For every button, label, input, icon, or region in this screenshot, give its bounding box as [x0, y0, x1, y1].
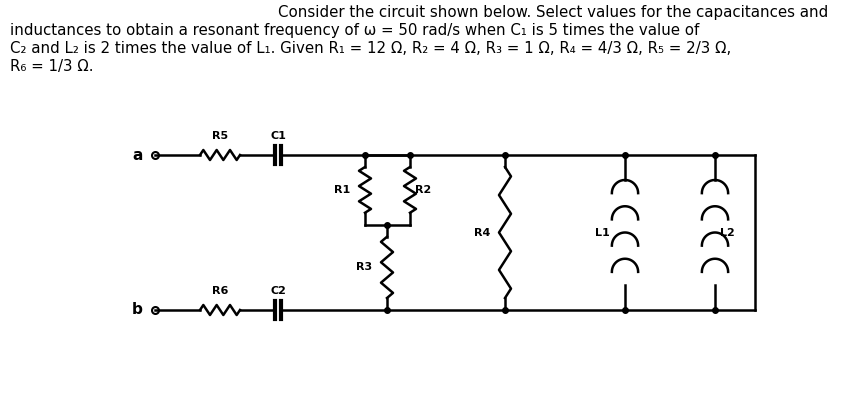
Text: R4: R4 [474, 228, 490, 237]
Text: R5: R5 [212, 131, 228, 141]
Text: R6: R6 [212, 286, 228, 296]
Text: R₆ = 1/3 Ω.: R₆ = 1/3 Ω. [10, 59, 94, 74]
Text: a: a [133, 147, 143, 162]
Text: R2: R2 [415, 185, 431, 195]
Text: Consider the circuit shown below. Select values for the capacitances and: Consider the circuit shown below. Select… [278, 5, 828, 20]
Text: b: b [132, 303, 143, 318]
Text: R1: R1 [334, 185, 350, 195]
Text: inductances to obtain a resonant frequency of ω = 50 rad/s when C₁ is 5 times th: inductances to obtain a resonant frequen… [10, 23, 699, 38]
Text: C1: C1 [270, 131, 286, 141]
Text: C₂ and L₂ is 2 times the value of L₁. Given R₁ = 12 Ω, R₂ = 4 Ω, R₃ = 1 Ω, R₄ = : C₂ and L₂ is 2 times the value of L₁. Gi… [10, 41, 731, 56]
Text: C2: C2 [270, 286, 286, 296]
Text: L1: L1 [596, 228, 610, 237]
Text: R3: R3 [356, 262, 372, 273]
Text: L2: L2 [720, 228, 734, 237]
